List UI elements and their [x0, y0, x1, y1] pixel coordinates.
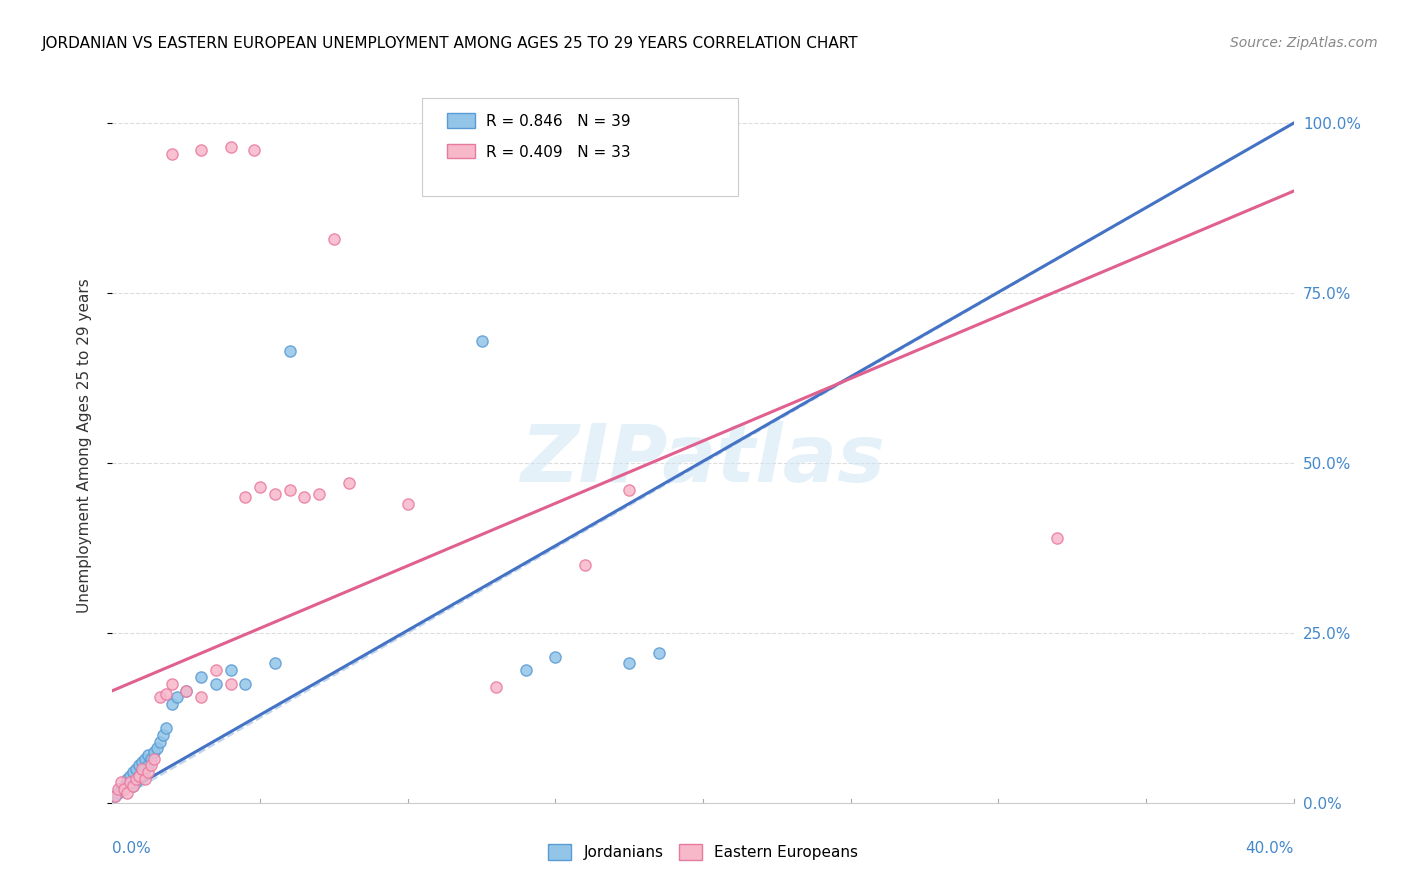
Text: R = 0.409   N = 33: R = 0.409 N = 33	[486, 145, 631, 160]
Point	[619, 657, 641, 671]
Point	[155, 721, 177, 735]
Point	[166, 690, 188, 705]
Point	[337, 476, 360, 491]
Point	[190, 670, 212, 684]
Point	[219, 140, 242, 154]
Point	[139, 758, 162, 772]
Text: JORDANIAN VS EASTERN EUROPEAN UNEMPLOYMENT AMONG AGES 25 TO 29 YEARS CORRELATION: JORDANIAN VS EASTERN EUROPEAN UNEMPLOYME…	[42, 36, 859, 51]
Point	[515, 663, 537, 677]
Point	[104, 789, 127, 803]
Point	[128, 769, 150, 783]
Point	[233, 677, 256, 691]
Point	[278, 343, 301, 358]
Text: R = 0.846   N = 39: R = 0.846 N = 39	[486, 114, 631, 129]
Point	[190, 690, 212, 705]
Point	[136, 748, 159, 763]
Point	[134, 772, 156, 786]
Point	[647, 646, 671, 660]
Point	[160, 146, 183, 161]
Point	[117, 775, 138, 789]
Point	[190, 144, 212, 158]
Text: 40.0%: 40.0%	[1246, 841, 1294, 855]
Point	[122, 779, 145, 793]
Point	[142, 745, 165, 759]
Point	[544, 649, 567, 664]
Point	[131, 765, 153, 780]
Point	[128, 769, 150, 783]
Text: 0.0%: 0.0%	[112, 841, 152, 855]
Point	[219, 677, 242, 691]
Point	[107, 782, 129, 797]
Point	[122, 779, 145, 793]
Point	[131, 762, 153, 776]
Point	[142, 751, 165, 765]
Point	[112, 782, 135, 797]
Point	[174, 683, 197, 698]
Point	[134, 762, 156, 776]
Point	[136, 758, 159, 772]
Point	[117, 786, 138, 800]
Point	[205, 663, 228, 677]
Point	[122, 765, 145, 780]
Point	[233, 490, 256, 504]
Point	[117, 772, 138, 786]
Point	[470, 334, 494, 348]
Point	[104, 789, 127, 803]
Point	[264, 486, 287, 500]
Point	[107, 786, 129, 800]
Point	[125, 775, 148, 789]
Point	[110, 775, 132, 789]
Point	[292, 490, 315, 504]
Point	[160, 698, 183, 712]
Point	[120, 775, 142, 789]
Point	[264, 657, 287, 671]
Point	[396, 497, 419, 511]
Point	[110, 782, 132, 797]
Point	[149, 690, 172, 705]
Point	[128, 758, 150, 772]
Point	[485, 680, 508, 694]
Point	[243, 144, 266, 158]
Point	[249, 480, 271, 494]
Text: Source: ZipAtlas.com: Source: ZipAtlas.com	[1230, 36, 1378, 50]
Point	[146, 741, 169, 756]
Point	[160, 677, 183, 691]
Point	[1046, 531, 1069, 545]
Point	[174, 683, 197, 698]
Legend: Jordanians, Eastern Europeans: Jordanians, Eastern Europeans	[543, 838, 863, 866]
Text: ZIPatlas: ZIPatlas	[520, 421, 886, 500]
Point	[149, 734, 172, 748]
Point	[125, 772, 148, 786]
Point	[323, 232, 346, 246]
Point	[205, 677, 228, 691]
Y-axis label: Unemployment Among Ages 25 to 29 years: Unemployment Among Ages 25 to 29 years	[77, 278, 91, 614]
Point	[134, 751, 156, 765]
Point	[120, 769, 142, 783]
Point	[112, 779, 135, 793]
Point	[278, 483, 301, 498]
Point	[308, 486, 330, 500]
Point	[574, 558, 596, 572]
Point	[136, 765, 159, 780]
Point	[155, 687, 177, 701]
Point	[139, 751, 162, 765]
Point	[125, 762, 148, 776]
Point	[619, 483, 641, 498]
Point	[120, 775, 142, 789]
Point	[131, 755, 153, 769]
Point	[152, 728, 174, 742]
Point	[219, 663, 242, 677]
